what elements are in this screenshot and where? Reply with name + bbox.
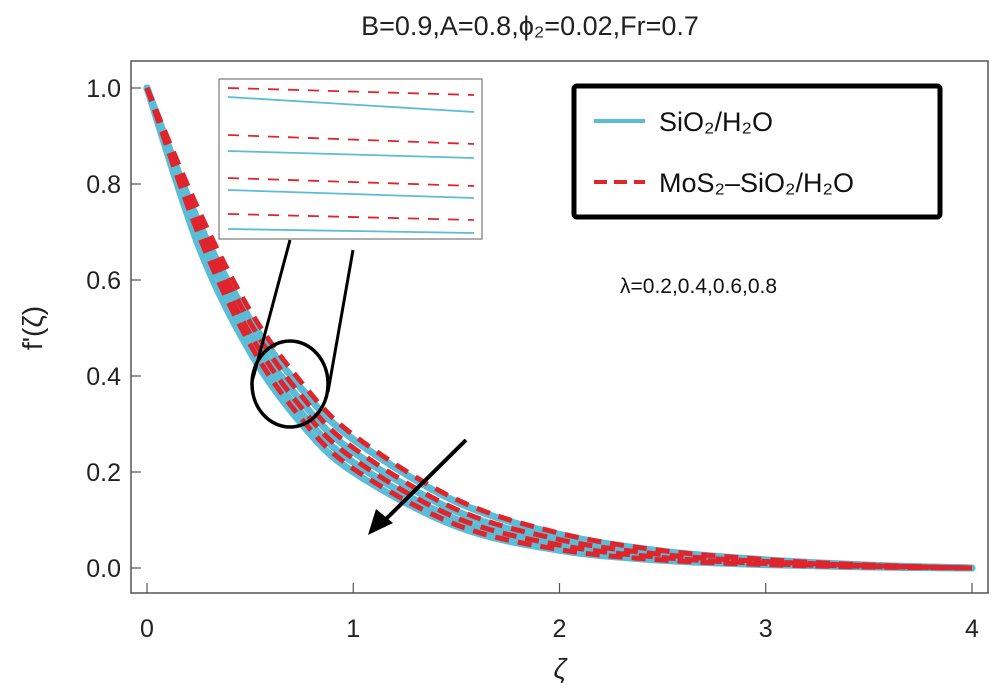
x-axis: 0 1 2 3 4	[140, 583, 979, 643]
series-line-mos2-sio2-h2o	[144, 87, 973, 571]
zoom-inset-lines	[227, 87, 475, 234]
zoom-connector-left	[250, 239, 292, 383]
series-line-mos2-sio2-h2o	[144, 87, 973, 571]
inset-dashed-line	[227, 134, 475, 145]
y-tick-label: 0.0	[86, 555, 121, 583]
y-axis: 0.0 0.2 0.4 0.6 0.8 1.0	[86, 75, 141, 583]
series-line-mos2-sio2-h2o	[144, 87, 973, 571]
lambda-annotation: λ=0.2,0.4,0.6,0.8	[620, 275, 777, 298]
inset-solid-line	[227, 228, 475, 234]
inset-solid-line	[227, 189, 475, 199]
x-tick-label: 1	[346, 615, 360, 643]
inset-dashed-line	[227, 87, 475, 96]
series-line-mos2-sio2-h2o	[144, 87, 973, 571]
y-tick-label: 0.6	[86, 267, 121, 295]
curve-layer	[143, 84, 976, 572]
chart-title: B=0.9,A=0.8,ϕ₂=0.02,Fr=0.7	[361, 11, 699, 41]
zoom-inset	[218, 78, 483, 240]
y-tick-label: 0.2	[86, 459, 121, 487]
x-tick-label: 3	[759, 615, 773, 643]
y-tick-label: 0.4	[86, 363, 121, 391]
y-tick-label: 1.0	[86, 75, 121, 103]
x-axis-label: ζ	[554, 653, 569, 684]
legend: SiO₂/H₂O MoS₂–SiO₂/H₂O	[571, 83, 943, 220]
y-tick-label: 0.8	[86, 171, 121, 199]
x-tick-label: 4	[965, 615, 979, 643]
legend-label-sio2: SiO₂/H₂O	[659, 107, 773, 137]
x-tick-label: 0	[140, 615, 154, 643]
inset-dashed-line	[227, 177, 475, 187]
legend-label-mos2: MoS₂–SiO₂/H₂O	[659, 168, 854, 198]
inset-dashed-line	[227, 213, 475, 221]
lambda-arrow	[368, 438, 468, 535]
zoom-connector-right	[326, 249, 355, 393]
inset-solid-line	[227, 96, 475, 113]
x-tick-label: 2	[553, 615, 567, 643]
y-axis-label: f'(ζ)	[17, 306, 48, 350]
inset-solid-line	[227, 150, 475, 159]
